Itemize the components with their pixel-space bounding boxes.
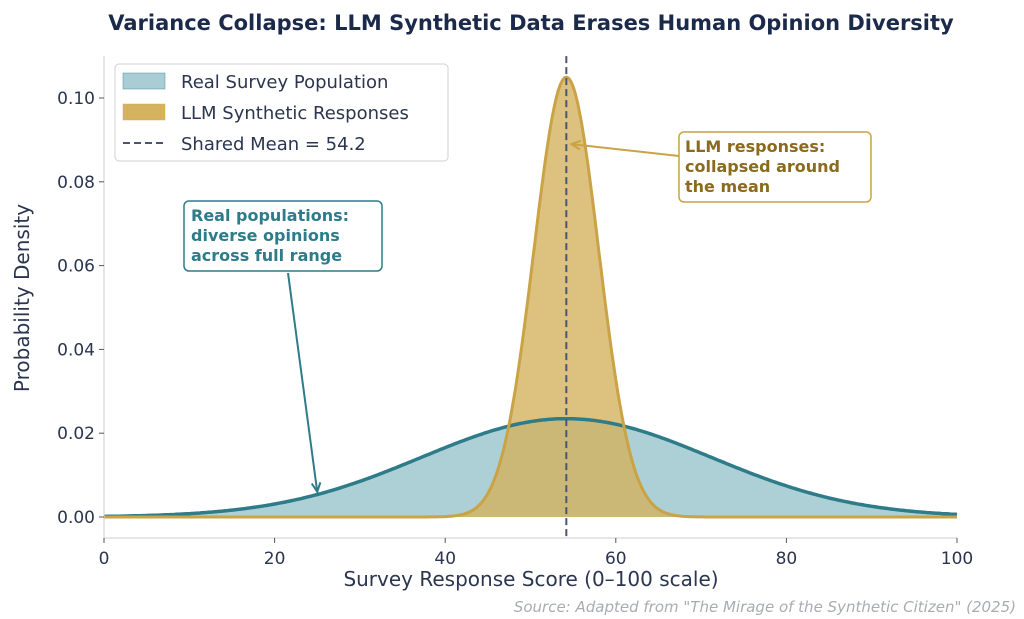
x-ticks: 0 20 40 60 80 100 [99, 537, 973, 569]
chart-title: Variance Collapse: LLM Synthetic Data Er… [108, 11, 954, 35]
legend: Real Survey Population LLM Synthetic Res… [114, 63, 449, 162]
x-tick-label: 60 [605, 549, 627, 569]
y-tick-label: 0.08 [57, 173, 95, 193]
arrow-head-icon [569, 139, 582, 151]
annotation-text: across full range [191, 246, 342, 265]
y-tick-label: 0.04 [57, 340, 95, 360]
y-tick-label: 0.10 [57, 89, 95, 109]
x-tick-label: 40 [434, 549, 456, 569]
annotation-arrow [571, 143, 680, 157]
y-ticks: 0.00 0.02 0.04 0.06 0.08 0.10 [57, 89, 104, 528]
legend-swatch-llm [122, 103, 166, 121]
y-tick-label: 0.02 [57, 424, 95, 444]
annotation-text: diverse opinions [191, 226, 340, 245]
x-tick-label: 80 [776, 549, 798, 569]
x-tick-label: 100 [941, 549, 973, 569]
legend-label-llm: LLM Synthetic Responses [181, 103, 409, 124]
series-line-1 [104, 75, 957, 519]
x-tick-label: 20 [264, 549, 286, 569]
y-axis-label: Probability Density [10, 204, 34, 392]
legend-label-real: Real Survey Population [181, 72, 388, 93]
series-line-0 [104, 416, 958, 519]
legend-swatch-real [122, 72, 166, 90]
annotation-arrow [287, 272, 319, 492]
annotation-text: the mean [685, 177, 770, 196]
y-tick-label: 0.06 [57, 257, 95, 277]
legend-box [114, 63, 449, 162]
x-tick-label: 0 [99, 549, 110, 569]
legend-label-mean: Shared Mean = 54.2 [181, 134, 366, 155]
annotation-1: Real populations:diverse opinionsacross … [183, 200, 383, 495]
y-tick-label: 0.00 [57, 508, 95, 528]
annotation-box [183, 200, 383, 272]
x-axis-label: Survey Response Score (0–100 scale) [343, 567, 718, 591]
annotation-text: Real populations: [191, 206, 349, 225]
annotation-text: LLM responses: [685, 137, 825, 156]
annotation-text: collapsed around [685, 157, 840, 176]
arrow-head-icon [310, 482, 322, 495]
source-note: Source: Adapted from "The Mirage of the … [514, 598, 1016, 616]
plot-area [104, 56, 958, 538]
series-fill-1 [104, 77, 957, 517]
annotation-box [678, 131, 872, 203]
